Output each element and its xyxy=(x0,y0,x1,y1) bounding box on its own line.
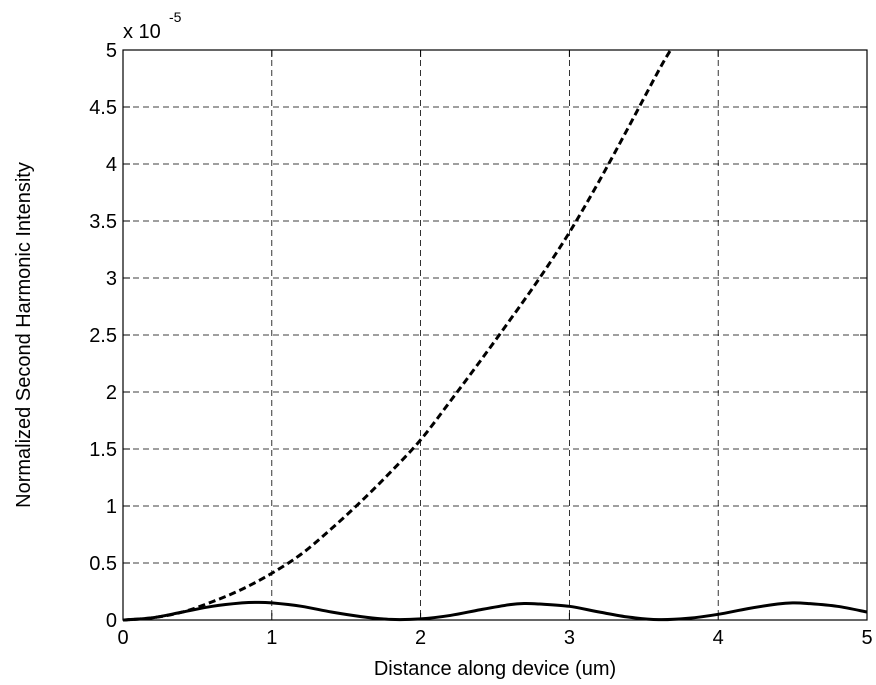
y-multiplier-exponent: -5 xyxy=(169,9,182,25)
y-tick-label: 1 xyxy=(106,496,117,518)
x-tick-label: 0 xyxy=(117,627,128,649)
x-tick-label: 5 xyxy=(861,627,872,649)
y-tick-label: 2.5 xyxy=(89,325,117,347)
y-tick-label: 4 xyxy=(106,154,117,176)
x-tick-label: 1 xyxy=(266,627,277,649)
y-multiplier-base: x 10 xyxy=(123,21,161,43)
y-tick-label: 2 xyxy=(106,382,117,404)
x-tick-label: 2 xyxy=(415,627,426,649)
tick-marks xyxy=(122,49,868,621)
series-line-dashed xyxy=(122,49,672,622)
series-line-solid xyxy=(122,600,868,622)
x-tick-labels: 0 1 2 3 4 5 xyxy=(117,627,872,649)
y-tick-label: 3.5 xyxy=(89,211,117,233)
y-tick-label: 0.5 xyxy=(89,553,117,575)
x-tick-label: 4 xyxy=(713,627,724,649)
y-tick-label: 0 xyxy=(106,610,117,632)
x-axis-label: Distance along device (um) xyxy=(374,658,616,680)
y-tick-labels: 0 0.5 1 1.5 2 2.5 3 3.5 4 4.5 5 xyxy=(89,40,117,632)
y-tick-label: 4.5 xyxy=(89,97,117,119)
y-tick-label: 5 xyxy=(106,40,117,62)
y-tick-label: 1.5 xyxy=(89,439,117,461)
plot-lines xyxy=(122,49,868,622)
grid xyxy=(123,50,867,620)
x-tick-label: 3 xyxy=(564,627,575,649)
y-axis-label: Normalized Second Harmonic Intensity xyxy=(13,162,35,508)
y-tick-label: 3 xyxy=(106,268,117,290)
